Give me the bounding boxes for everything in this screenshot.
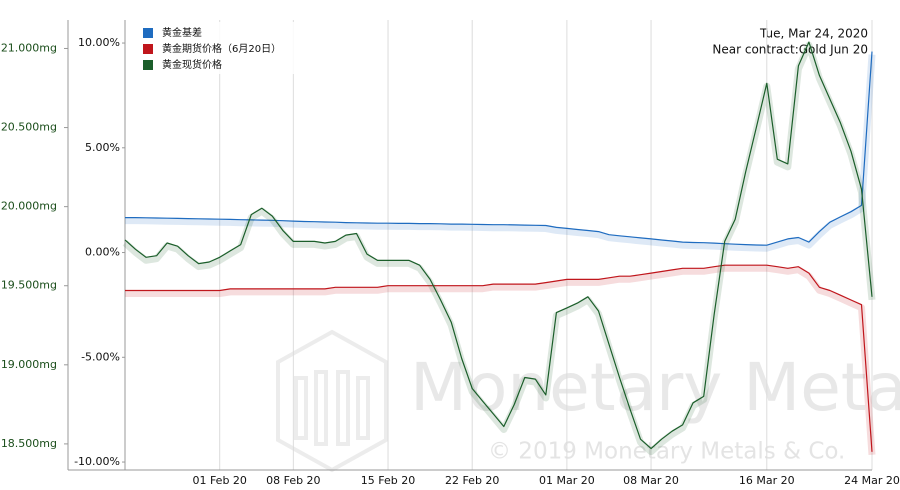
y-tick-label: 21.000mg bbox=[1, 41, 57, 54]
legend-background bbox=[136, 22, 326, 74]
y2-tick-label: 5.00% bbox=[85, 141, 120, 154]
x-tick-label: 15 Feb 20 bbox=[361, 474, 415, 487]
legend-label: 黄金期货价格（6月20日） bbox=[162, 42, 281, 55]
y-tick-label: 19.500mg bbox=[1, 279, 57, 292]
line-glow bbox=[122, 41, 876, 456]
line-glow bbox=[125, 54, 876, 252]
y2-tick-label: 10.00% bbox=[78, 36, 120, 49]
line bbox=[125, 51, 873, 246]
x-tick-label: 16 Mar 20 bbox=[739, 474, 795, 487]
legend-swatch bbox=[143, 44, 153, 54]
watermark-text: Monetary Metals bbox=[410, 349, 900, 426]
contract-annotation: Near contract:Gold Jun 20 bbox=[712, 43, 868, 57]
y-tick-label: 20.500mg bbox=[1, 121, 57, 134]
x-tick-label: 22 Feb 20 bbox=[445, 474, 499, 487]
x-tick-label: 24 Mar 20 bbox=[844, 474, 900, 487]
legend-swatch bbox=[143, 28, 153, 38]
x-tick-label: 08 Mar 20 bbox=[623, 474, 679, 487]
legend-label: 黄金现货价格 bbox=[162, 58, 222, 71]
x-tick-label: 08 Feb 20 bbox=[266, 474, 320, 487]
watermark-copyright: © 2019 Monetary Metals & Co. bbox=[488, 439, 845, 465]
y2-tick-label: 0.00% bbox=[85, 246, 120, 259]
legend-swatch bbox=[143, 60, 153, 70]
line bbox=[124, 41, 873, 450]
y-tick-label: 20.000mg bbox=[1, 200, 57, 213]
x-tick-label: 01 Feb 20 bbox=[192, 474, 246, 487]
legend-label: 黄金基差 bbox=[162, 26, 202, 39]
date-annotation: Tue, Mar 24, 2020 bbox=[759, 27, 868, 41]
watermark-logo bbox=[276, 329, 388, 473]
line bbox=[125, 264, 873, 452]
y2-tick-label: -5.00% bbox=[81, 350, 120, 363]
y-tick-label: 19.000mg bbox=[1, 358, 57, 371]
x-tick-label: 01 Mar 20 bbox=[539, 474, 595, 487]
y2-tick-label: -10.00% bbox=[74, 455, 120, 468]
y-tick-label: 18.500mg bbox=[1, 437, 57, 450]
line-glow bbox=[125, 264, 876, 456]
